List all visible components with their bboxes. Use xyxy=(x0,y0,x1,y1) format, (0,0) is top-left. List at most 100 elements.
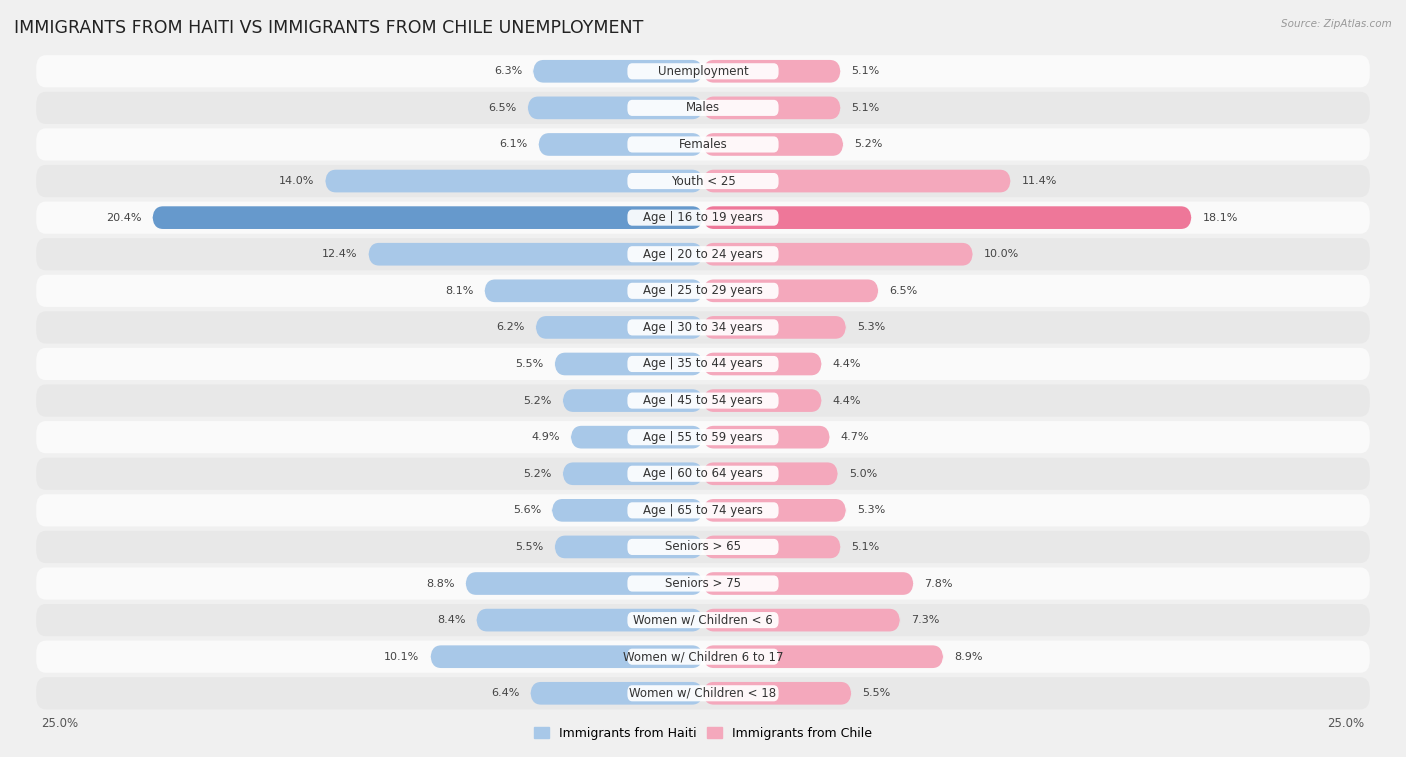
FancyBboxPatch shape xyxy=(37,678,1369,709)
FancyBboxPatch shape xyxy=(627,466,779,481)
Text: 5.2%: 5.2% xyxy=(855,139,883,149)
Text: 5.0%: 5.0% xyxy=(849,469,877,478)
FancyBboxPatch shape xyxy=(37,238,1369,270)
FancyBboxPatch shape xyxy=(37,311,1369,344)
FancyBboxPatch shape xyxy=(703,536,841,558)
FancyBboxPatch shape xyxy=(627,246,779,262)
FancyBboxPatch shape xyxy=(703,207,1192,229)
Text: 5.5%: 5.5% xyxy=(516,359,544,369)
Text: Age | 20 to 24 years: Age | 20 to 24 years xyxy=(643,248,763,260)
FancyBboxPatch shape xyxy=(703,133,844,156)
FancyBboxPatch shape xyxy=(37,458,1369,490)
FancyBboxPatch shape xyxy=(551,499,703,522)
FancyBboxPatch shape xyxy=(37,275,1369,307)
Text: 8.9%: 8.9% xyxy=(955,652,983,662)
FancyBboxPatch shape xyxy=(627,393,779,409)
Text: Age | 45 to 54 years: Age | 45 to 54 years xyxy=(643,394,763,407)
FancyBboxPatch shape xyxy=(627,685,779,701)
FancyBboxPatch shape xyxy=(37,129,1369,160)
FancyBboxPatch shape xyxy=(627,503,779,519)
Text: 6.5%: 6.5% xyxy=(488,103,517,113)
Text: 6.3%: 6.3% xyxy=(494,67,522,76)
FancyBboxPatch shape xyxy=(703,463,838,485)
Text: 6.4%: 6.4% xyxy=(491,688,519,698)
FancyBboxPatch shape xyxy=(627,356,779,372)
FancyBboxPatch shape xyxy=(703,646,943,668)
Text: 5.3%: 5.3% xyxy=(856,322,886,332)
Text: 7.3%: 7.3% xyxy=(911,615,939,625)
Text: 10.0%: 10.0% xyxy=(984,249,1019,259)
Text: Age | 35 to 44 years: Age | 35 to 44 years xyxy=(643,357,763,370)
FancyBboxPatch shape xyxy=(554,353,703,375)
FancyBboxPatch shape xyxy=(703,353,821,375)
Text: 4.7%: 4.7% xyxy=(841,432,869,442)
Text: 10.1%: 10.1% xyxy=(384,652,419,662)
FancyBboxPatch shape xyxy=(152,207,703,229)
FancyBboxPatch shape xyxy=(703,499,846,522)
FancyBboxPatch shape xyxy=(325,170,703,192)
FancyBboxPatch shape xyxy=(627,649,779,665)
Text: 5.2%: 5.2% xyxy=(523,396,551,406)
Text: 4.9%: 4.9% xyxy=(531,432,560,442)
FancyBboxPatch shape xyxy=(703,316,846,338)
FancyBboxPatch shape xyxy=(627,429,779,445)
FancyBboxPatch shape xyxy=(530,682,703,705)
Text: 4.4%: 4.4% xyxy=(832,359,860,369)
Text: Age | 25 to 29 years: Age | 25 to 29 years xyxy=(643,285,763,298)
FancyBboxPatch shape xyxy=(703,389,821,412)
FancyBboxPatch shape xyxy=(627,283,779,299)
FancyBboxPatch shape xyxy=(703,426,830,448)
Text: 8.1%: 8.1% xyxy=(446,286,474,296)
Text: 5.1%: 5.1% xyxy=(852,542,880,552)
Text: 4.4%: 4.4% xyxy=(832,396,860,406)
Text: 5.5%: 5.5% xyxy=(862,688,890,698)
FancyBboxPatch shape xyxy=(538,133,703,156)
Text: 5.5%: 5.5% xyxy=(516,542,544,552)
Text: Seniors > 75: Seniors > 75 xyxy=(665,577,741,590)
Text: Women w/ Children 6 to 17: Women w/ Children 6 to 17 xyxy=(623,650,783,663)
Text: 5.1%: 5.1% xyxy=(852,103,880,113)
Text: 11.4%: 11.4% xyxy=(1022,176,1057,186)
Text: 6.1%: 6.1% xyxy=(499,139,527,149)
FancyBboxPatch shape xyxy=(627,210,779,226)
Text: 5.3%: 5.3% xyxy=(856,506,886,516)
FancyBboxPatch shape xyxy=(703,97,841,119)
Text: Age | 55 to 59 years: Age | 55 to 59 years xyxy=(643,431,763,444)
FancyBboxPatch shape xyxy=(37,92,1369,124)
FancyBboxPatch shape xyxy=(627,539,779,555)
FancyBboxPatch shape xyxy=(37,604,1369,636)
Text: Women w/ Children < 18: Women w/ Children < 18 xyxy=(630,687,776,699)
FancyBboxPatch shape xyxy=(536,316,703,338)
FancyBboxPatch shape xyxy=(627,173,779,189)
Text: Males: Males xyxy=(686,101,720,114)
FancyBboxPatch shape xyxy=(37,494,1369,526)
FancyBboxPatch shape xyxy=(627,100,779,116)
Text: Age | 60 to 64 years: Age | 60 to 64 years xyxy=(643,467,763,480)
FancyBboxPatch shape xyxy=(484,279,703,302)
FancyBboxPatch shape xyxy=(554,536,703,558)
Text: Women w/ Children < 6: Women w/ Children < 6 xyxy=(633,614,773,627)
Text: 18.1%: 18.1% xyxy=(1202,213,1237,223)
FancyBboxPatch shape xyxy=(703,243,973,266)
FancyBboxPatch shape xyxy=(562,463,703,485)
FancyBboxPatch shape xyxy=(627,575,779,591)
FancyBboxPatch shape xyxy=(37,385,1369,416)
FancyBboxPatch shape xyxy=(465,572,703,595)
FancyBboxPatch shape xyxy=(533,60,703,83)
FancyBboxPatch shape xyxy=(627,612,779,628)
FancyBboxPatch shape xyxy=(703,572,914,595)
Text: IMMIGRANTS FROM HAITI VS IMMIGRANTS FROM CHILE UNEMPLOYMENT: IMMIGRANTS FROM HAITI VS IMMIGRANTS FROM… xyxy=(14,19,644,37)
FancyBboxPatch shape xyxy=(37,421,1369,453)
Text: 25.0%: 25.0% xyxy=(1327,717,1364,730)
FancyBboxPatch shape xyxy=(703,170,1011,192)
Text: 8.4%: 8.4% xyxy=(437,615,465,625)
Text: 12.4%: 12.4% xyxy=(322,249,357,259)
FancyBboxPatch shape xyxy=(37,55,1369,87)
Legend: Immigrants from Haiti, Immigrants from Chile: Immigrants from Haiti, Immigrants from C… xyxy=(529,722,877,745)
Text: Unemployment: Unemployment xyxy=(658,65,748,78)
FancyBboxPatch shape xyxy=(37,201,1369,234)
FancyBboxPatch shape xyxy=(37,165,1369,197)
Text: 5.1%: 5.1% xyxy=(852,67,880,76)
Text: 6.2%: 6.2% xyxy=(496,322,524,332)
Text: 25.0%: 25.0% xyxy=(42,717,79,730)
